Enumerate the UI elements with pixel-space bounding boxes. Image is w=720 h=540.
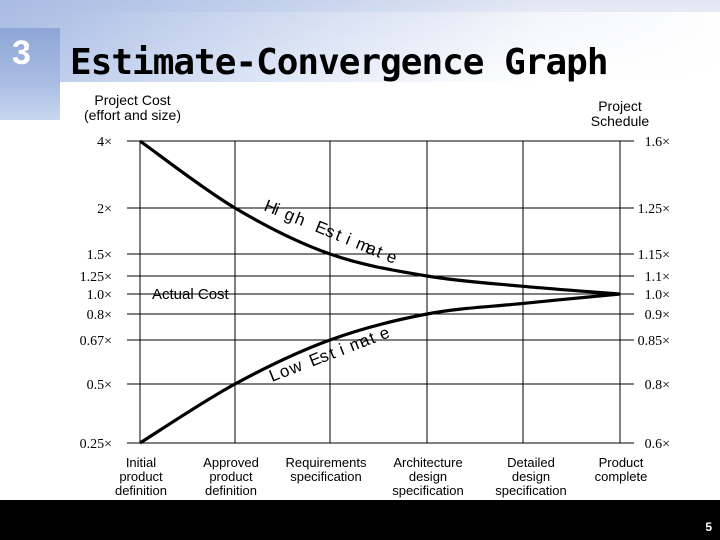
low-estimate-annotation: Low Esti mate [266, 323, 392, 386]
high-estimate-annotation: Hi gh Esti mate [262, 196, 400, 268]
left-tick-label: 4× [97, 135, 112, 150]
left-tick-label: 0.67× [80, 334, 112, 349]
slide-number: 3 [12, 34, 31, 72]
left-tick-label: 1.25× [80, 270, 112, 285]
low-estimate-annotation-char: e [376, 323, 392, 344]
milestone-label: product [119, 469, 163, 484]
milestone-label: specification [290, 469, 362, 484]
left-tick-label: 0.25× [80, 437, 112, 452]
footer-bar [0, 500, 720, 540]
milestone-label: definition [205, 483, 257, 498]
milestone-label: Architecture [393, 455, 462, 470]
left-tick-label: 1.5× [87, 248, 112, 263]
actual-cost-label: Actual Cost [152, 286, 230, 303]
milestone-label: Detailed [507, 455, 555, 470]
left-tick-label: 0.5× [87, 378, 112, 393]
slide-number-box [0, 28, 60, 120]
high-estimate-annotation-char: t [374, 242, 386, 261]
convergence-chart: 4× 2× 1.5× 1.25× 1.0× 0.8× 0.67× 0.5× 0.25× 1.6× 1… [80, 135, 670, 498]
right-tick-label: 0.8× [645, 378, 670, 393]
right-tick-label: 1.0× [645, 288, 670, 303]
milestone-label: design [512, 469, 550, 484]
right-tick-label: 0.85× [638, 334, 670, 349]
high-estimate-curve [139, 139, 621, 296]
right-tick-label: 1.1× [645, 270, 670, 285]
right-tick-label: 1.25× [638, 202, 670, 217]
high-estimate-annotation-char: i [272, 200, 283, 219]
title-panel [60, 12, 720, 90]
left-tick-label: 2× [97, 202, 112, 217]
left-axis-title: Project Cost (effort and size) [70, 93, 195, 123]
slide-title: Estimate-Convergence Graph [70, 42, 609, 83]
milestone-label: Approved [203, 455, 259, 470]
low-estimate-annotation-char: t [326, 343, 338, 362]
high-estimate-annotation-char: e [384, 246, 400, 267]
milestone-label: complete [595, 469, 648, 484]
milestone-label: product [209, 469, 253, 484]
right-tick-label: 0.6× [645, 437, 670, 452]
milestone-label: specification [495, 483, 567, 498]
left-tick-label: 0.8× [87, 308, 112, 323]
right-tick-label: 1.15× [638, 248, 670, 263]
right-axis-title: Project Schedule [568, 99, 672, 129]
low-estimate-curve [139, 292, 621, 445]
milestone-label: specification [392, 483, 464, 498]
low-estimate-annotation-char: t [366, 328, 378, 347]
left-axis-title-line1: Project Cost [94, 92, 171, 108]
left-axis-title-line2: (effort and size) [83, 107, 181, 123]
low-estimate-annotation-char: i [336, 340, 347, 359]
milestone-label: definition [115, 483, 167, 498]
milestone-label: Requirements [286, 455, 367, 470]
high-estimate-annotation-char: i [343, 230, 354, 249]
low-estimate-annotation-char: m [346, 332, 366, 355]
milestone-label: design [409, 469, 447, 484]
milestone-label: Product [599, 455, 644, 470]
page-number: 5 [705, 520, 712, 534]
right-tick-label: 1.6× [645, 135, 670, 150]
high-estimate-annotation-char: t [333, 225, 345, 244]
right-axis-title-line1: Project [598, 98, 642, 114]
left-tick-label: 1.0× [87, 288, 112, 303]
milestone-label: Initial [126, 455, 156, 470]
right-tick-label: 0.9× [645, 308, 670, 323]
high-estimate-annotation-char: m [353, 234, 373, 257]
right-axis-title-line2: Schedule [590, 113, 650, 129]
